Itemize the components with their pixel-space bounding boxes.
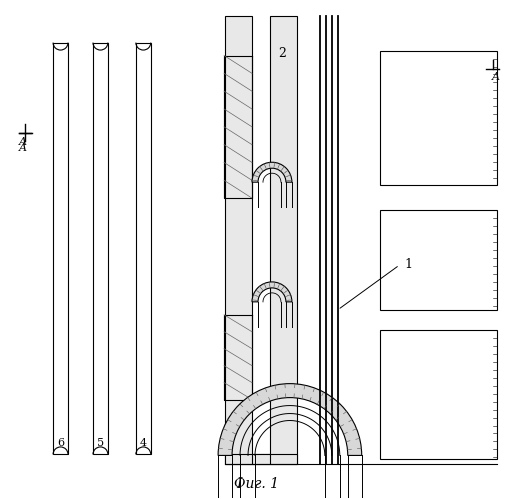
Polygon shape <box>224 55 252 198</box>
Text: Фиг. 1: Фиг. 1 <box>234 478 280 492</box>
Wedge shape <box>218 384 362 456</box>
Bar <box>225 15 252 465</box>
Bar <box>93 42 108 455</box>
Bar <box>53 42 68 455</box>
Wedge shape <box>252 282 292 302</box>
Text: A: A <box>491 72 499 82</box>
Text: 1: 1 <box>405 258 413 271</box>
Bar <box>380 210 498 310</box>
Text: 4: 4 <box>140 439 147 449</box>
Wedge shape <box>252 162 292 182</box>
Text: A: A <box>19 137 27 147</box>
Bar <box>225 455 297 465</box>
Bar <box>136 42 151 455</box>
Bar <box>270 15 297 465</box>
Bar <box>380 50 498 185</box>
Bar <box>380 330 498 460</box>
Text: 5: 5 <box>97 439 104 449</box>
Text: 2: 2 <box>278 46 286 59</box>
Text: 6: 6 <box>57 439 64 449</box>
Bar <box>252 455 270 465</box>
Text: A: A <box>19 143 27 153</box>
Polygon shape <box>224 315 252 400</box>
